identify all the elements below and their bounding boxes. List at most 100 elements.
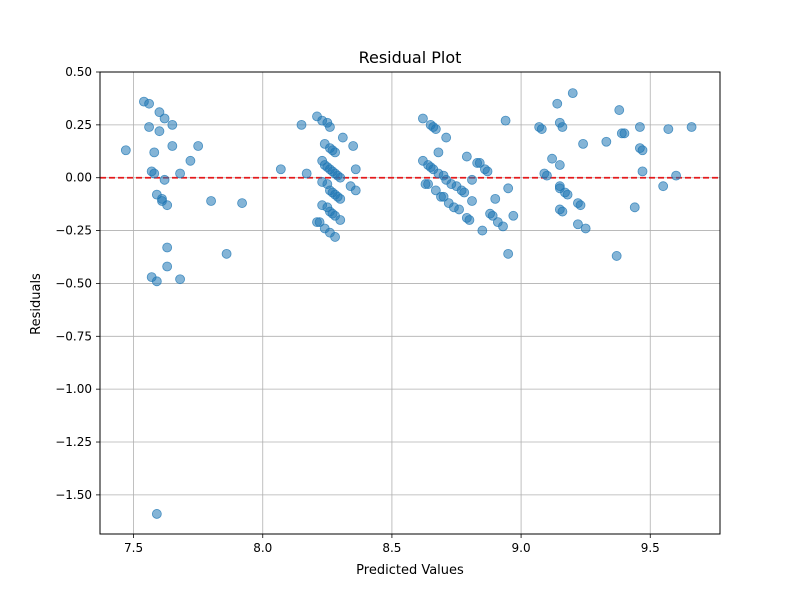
data-point	[573, 219, 583, 230]
data-point	[459, 187, 470, 198]
data-point	[438, 191, 449, 202]
data-point	[330, 147, 340, 158]
data-point	[601, 136, 612, 147]
data-point	[275, 164, 286, 175]
data-point	[658, 181, 669, 192]
scatter-points	[120, 88, 697, 519]
data-point	[154, 126, 165, 137]
data-point	[467, 196, 477, 206]
data-point	[335, 215, 346, 225]
data-point	[237, 198, 247, 208]
data-point	[567, 88, 578, 99]
data-point	[162, 261, 173, 272]
y-tick-label: −1.25	[55, 435, 92, 449]
grid-lines	[100, 71, 720, 534]
y-axis-ticks: 0.50 0.25 0.00 −0.25 −0.50 −0.75 −1.00 −1.25 −1.…	[55, 65, 100, 502]
data-point	[162, 242, 173, 253]
data-point	[149, 168, 160, 179]
data-point	[350, 164, 361, 175]
data-point	[162, 200, 173, 211]
y-tick-label: −1.50	[55, 488, 92, 502]
data-point	[575, 200, 586, 211]
y-tick-label: −0.75	[55, 329, 92, 343]
y-tick-label: 0.25	[65, 118, 92, 132]
y-axis-label: Residuals	[29, 273, 44, 335]
data-point	[193, 141, 204, 151]
data-point	[637, 166, 648, 177]
chart-title: Residual Plot	[359, 48, 462, 67]
data-point	[580, 223, 591, 234]
data-point	[144, 122, 154, 132]
data-point	[461, 151, 472, 162]
data-point	[159, 174, 170, 185]
data-point	[221, 248, 232, 259]
data-point	[154, 107, 165, 118]
data-point	[671, 170, 681, 181]
data-point	[547, 153, 557, 164]
x-tick-label: 9.0	[512, 541, 531, 555]
x-tick-label: 8.5	[382, 541, 401, 555]
data-point	[578, 138, 588, 149]
y-tick-label: 0.50	[65, 65, 92, 79]
data-point	[536, 124, 547, 134]
data-point	[120, 145, 131, 156]
data-point	[557, 122, 568, 132]
x-axis-label: Predicted Values	[356, 563, 464, 578]
data-point	[433, 147, 444, 158]
data-point	[619, 128, 630, 139]
data-point	[167, 141, 178, 151]
data-point	[557, 206, 568, 217]
y-tick-label: −1.00	[55, 382, 92, 396]
data-point	[348, 141, 359, 151]
data-point	[614, 105, 625, 115]
data-point	[144, 98, 154, 109]
data-point	[430, 185, 441, 196]
data-point	[296, 119, 307, 130]
data-point	[441, 132, 452, 143]
data-point	[454, 204, 464, 215]
data-point	[350, 185, 361, 196]
data-point	[335, 172, 346, 183]
data-point	[418, 113, 428, 124]
x-axis-ticks: 7.5 8.0 8.5 9.0 9.5	[124, 534, 660, 555]
data-point	[611, 251, 622, 261]
data-point	[423, 179, 433, 189]
data-point	[629, 202, 640, 213]
y-tick-label: −0.25	[55, 224, 92, 238]
data-point	[482, 166, 493, 177]
data-point	[474, 158, 485, 168]
data-point	[686, 122, 697, 132]
data-point	[487, 210, 498, 221]
data-point	[464, 215, 475, 225]
data-point	[490, 193, 501, 204]
data-point	[330, 232, 340, 242]
data-point	[467, 174, 477, 185]
data-point	[552, 98, 563, 109]
x-tick-label: 7.5	[124, 541, 143, 555]
data-point	[159, 113, 170, 124]
y-tick-label: 0.00	[65, 171, 92, 185]
plot-frame	[99, 71, 721, 535]
data-point	[637, 145, 648, 156]
data-point	[562, 189, 573, 200]
y-tick-label: −0.50	[55, 276, 92, 290]
data-point	[149, 147, 160, 158]
data-point	[325, 122, 335, 132]
data-point	[206, 196, 216, 206]
x-tick-label: 9.5	[641, 541, 660, 555]
data-point	[477, 225, 488, 236]
data-point	[301, 168, 312, 179]
data-point	[503, 183, 514, 194]
data-point	[151, 509, 162, 519]
data-point	[185, 155, 196, 166]
data-point	[337, 132, 348, 143]
data-point	[151, 276, 162, 287]
data-point	[542, 170, 552, 181]
data-point	[500, 115, 511, 126]
data-point	[175, 168, 185, 179]
data-point	[498, 221, 508, 232]
data-point	[430, 124, 441, 134]
data-point	[175, 274, 185, 285]
